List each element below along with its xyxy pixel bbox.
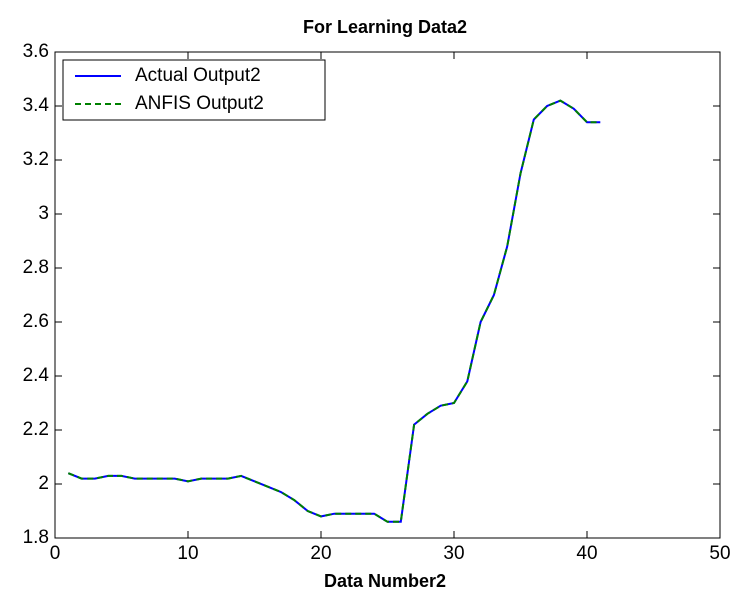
x-tick-label: 0: [50, 543, 61, 564]
y-tick-label: 3: [38, 203, 49, 224]
x-tick-label: 50: [709, 543, 730, 564]
legend-label: Actual Output2: [135, 65, 261, 86]
y-tick-label: 2.8: [23, 257, 49, 278]
x-axis-label: Data Number2: [324, 571, 446, 591]
y-tick-label: 3.6: [23, 41, 49, 62]
x-tick-label: 10: [177, 543, 198, 564]
x-tick-label: 40: [576, 543, 597, 564]
y-tick-label: 2.2: [23, 419, 49, 440]
series-line: [68, 101, 600, 522]
y-tick-label: 3.2: [23, 149, 49, 170]
chart-title: For Learning Data2: [303, 17, 467, 37]
x-tick-label: 30: [443, 543, 464, 564]
y-tick-label: 2: [38, 473, 49, 494]
y-tick-label: 3.4: [23, 95, 50, 116]
x-tick-label: 20: [310, 543, 331, 564]
chart: For Learning Data2 Data Number2 1.8 2 2.2 2…: [0, 0, 741, 594]
y-tick-label: 2.4: [23, 365, 50, 386]
legend-label: ANFIS Output2: [135, 93, 264, 114]
axes-frame: [55, 52, 720, 538]
series-line: [68, 101, 600, 522]
y-tick-label: 2.6: [23, 311, 49, 332]
y-tick-label: 1.8: [23, 527, 49, 548]
